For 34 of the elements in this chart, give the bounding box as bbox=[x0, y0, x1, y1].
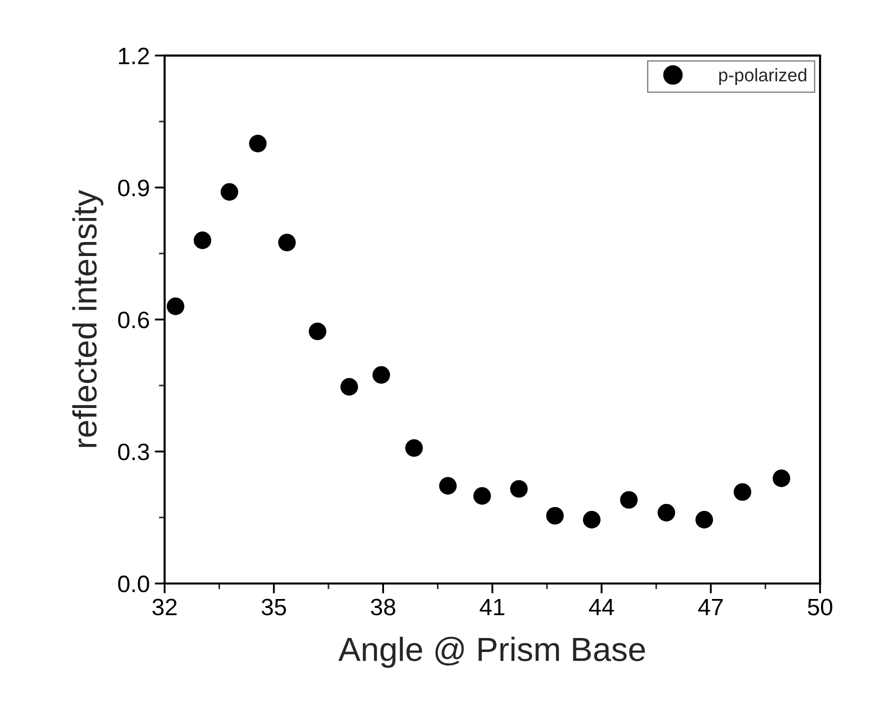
point bbox=[695, 510, 714, 528]
x-tick-label: 35 bbox=[262, 598, 286, 616]
point bbox=[405, 439, 423, 457]
x-tick-label: 47 bbox=[698, 598, 723, 616]
point bbox=[340, 378, 358, 396]
y-axis-title: reflected intensity bbox=[72, 190, 104, 447]
x-tick-label: 32 bbox=[152, 598, 177, 616]
x-tick-label: 50 bbox=[808, 598, 832, 616]
x-axis-title: Angle @ Prism Base bbox=[338, 636, 645, 668]
y-tick-label: 0.9 bbox=[118, 180, 149, 196]
y-tick-label: 0.3 bbox=[118, 444, 150, 460]
y-tick-label: 0.0 bbox=[118, 576, 150, 592]
point bbox=[734, 483, 752, 501]
point bbox=[772, 470, 790, 488]
point bbox=[582, 510, 601, 528]
point bbox=[620, 491, 638, 509]
point bbox=[546, 506, 564, 525]
point bbox=[510, 480, 528, 498]
y-tick-label: 0.6 bbox=[118, 312, 150, 328]
point bbox=[372, 366, 390, 384]
point bbox=[439, 477, 457, 495]
point bbox=[658, 504, 676, 522]
x-tick-label: 44 bbox=[588, 598, 614, 616]
x-tick-label: 41 bbox=[480, 598, 504, 616]
legend-label: p-polarized bbox=[719, 68, 806, 86]
point bbox=[249, 134, 267, 152]
y-tick-label: 1.2 bbox=[119, 48, 149, 64]
point bbox=[194, 232, 212, 250]
point bbox=[278, 234, 296, 252]
point bbox=[473, 487, 491, 505]
point bbox=[166, 298, 184, 316]
point bbox=[308, 322, 326, 340]
x-tick-label: 38 bbox=[370, 598, 396, 616]
point bbox=[220, 183, 238, 201]
